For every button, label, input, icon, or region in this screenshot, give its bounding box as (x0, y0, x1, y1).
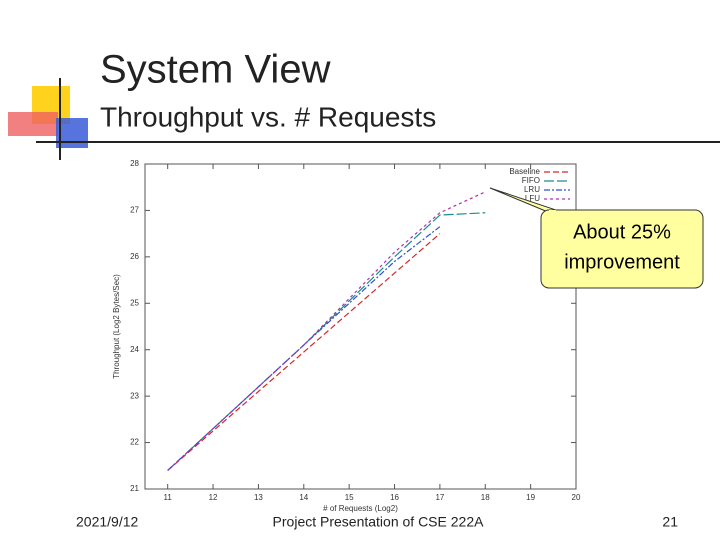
callout-box (540, 209, 704, 289)
y-tick-label: 27 (130, 206, 139, 215)
y-axis-label: Throughput (Log2 Bytes/Sec) (112, 274, 121, 379)
chart: 21 22 23 24 25 26 27 28 11 12 13 14 15 16 17 18 19 20 # of… (112, 159, 581, 513)
x-tick-label: 15 (345, 493, 354, 502)
legend-label: LRU (524, 185, 540, 194)
legend-label: FIFO (522, 176, 540, 185)
x-tick-label: 17 (435, 493, 444, 502)
series-line (167, 212, 486, 471)
x-tick-label: 12 (209, 493, 218, 502)
footer-date: 2021/9/12 (76, 514, 138, 530)
x-tick-label: 16 (390, 493, 399, 502)
series-line (167, 191, 486, 471)
slide-title: System View (100, 48, 331, 92)
series-line (167, 226, 441, 471)
callout-text: About 25% (573, 221, 671, 243)
y-tick-label: 22 (130, 438, 139, 447)
x-tick-label: 19 (526, 493, 535, 502)
y-tick-label: 21 (130, 484, 139, 493)
x-axis-label: # of Requests (Log2) (323, 504, 398, 513)
y-tick-label: 25 (130, 298, 139, 307)
slide-subtitle: Throughput vs. # Requests (100, 101, 436, 132)
footer-page: 21 (662, 514, 678, 530)
plot-frame (144, 163, 577, 490)
legend-label: Baseline (509, 167, 540, 176)
x-tick-label: 20 (572, 493, 581, 502)
series-line (167, 233, 441, 471)
x-tick-label: 11 (164, 493, 173, 502)
y-tick-label: 26 (130, 252, 139, 261)
footer-center: Project Presentation of CSE 222A (273, 514, 485, 530)
callout-text: improvement (564, 251, 680, 273)
x-tick-label: 18 (481, 493, 490, 502)
deco-red (8, 112, 58, 136)
y-tick-label: 28 (130, 159, 139, 168)
y-tick-label: 24 (130, 345, 139, 354)
legend-label: LFU (525, 194, 540, 203)
y-tick-label: 23 (130, 391, 139, 400)
x-tick-label: 13 (254, 493, 263, 502)
x-tick-label: 14 (299, 493, 308, 502)
